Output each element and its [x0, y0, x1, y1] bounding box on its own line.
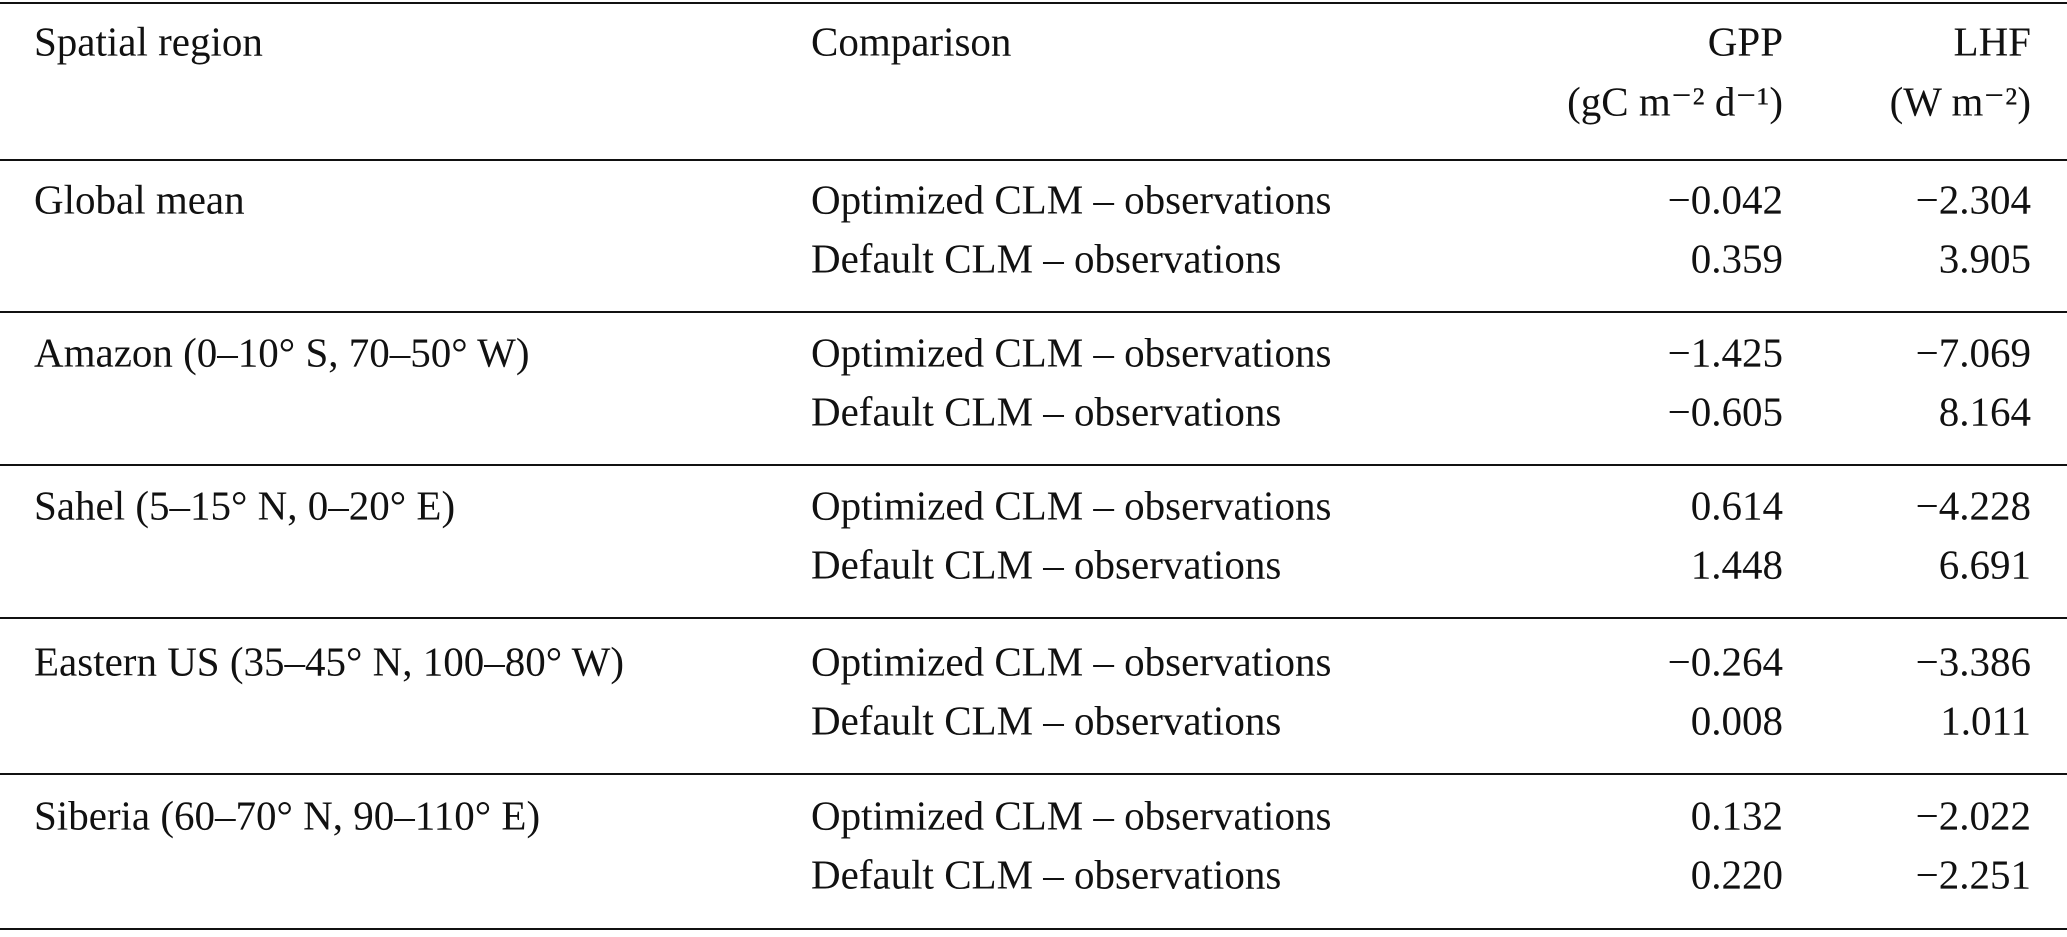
gpp-cell: 0.220 — [1691, 851, 1783, 897]
region-cell: Sahel (5–15° N, 0–20° E) — [34, 482, 455, 528]
region-cell: Siberia (60–70° N, 90–110° E) — [34, 792, 540, 838]
gpp-cell: 1.448 — [1691, 541, 1783, 587]
lhf-cell: 6.691 — [1939, 541, 2031, 587]
gpp-cell: 0.132 — [1691, 792, 1783, 838]
gpp-cell: 0.359 — [1691, 235, 1783, 281]
lhf-header: LHF — [1954, 18, 2031, 64]
gpp-cell: −0.605 — [1668, 388, 1783, 434]
gpp-cell: −1.425 — [1668, 329, 1783, 375]
comparison-cell: Optimized CLM – observations — [811, 482, 1331, 528]
comparison-header: Comparison — [811, 18, 1011, 64]
lhf-cell: −2.304 — [1916, 176, 2031, 222]
lhf-cell: 8.164 — [1939, 388, 2031, 434]
lhf-cell: 3.905 — [1939, 235, 2031, 281]
gpp-header: GPP — [1708, 18, 1783, 64]
region-cell: Global mean — [34, 176, 245, 222]
gpp-cell: −0.042 — [1668, 176, 1783, 222]
comparison-cell: Default CLM – observations — [811, 697, 1281, 743]
comparison-cell: Default CLM – observations — [811, 541, 1281, 587]
comparison-cell: Optimized CLM – observations — [811, 176, 1331, 222]
comparison-cell: Default CLM – observations — [811, 851, 1281, 897]
lhf-cell: −7.069 — [1916, 329, 2031, 375]
unit-label: (W m⁻²) — [1890, 78, 2031, 124]
lhf-cell: −2.251 — [1916, 851, 2031, 897]
unit-label: (gC m⁻² d⁻¹) — [1567, 78, 1783, 124]
lhf-cell: −4.228 — [1916, 482, 2031, 528]
comparison-cell: Optimized CLM – observations — [811, 329, 1331, 375]
region-header: Spatial region — [34, 18, 263, 64]
comparison-cell: Default CLM – observations — [811, 235, 1281, 281]
gpp-cell: 0.008 — [1691, 697, 1783, 743]
region-cell: Eastern US (35–45° N, 100–80° W) — [34, 638, 624, 684]
gpp-cell: 0.614 — [1691, 482, 1783, 528]
lhf-cell: −2.022 — [1916, 792, 2031, 838]
region-cell: Amazon (0–10° S, 70–50° W) — [34, 329, 530, 375]
gpp-cell: −0.264 — [1668, 638, 1783, 684]
lhf-cell: −3.386 — [1916, 638, 2031, 684]
comparison-cell: Default CLM – observations — [811, 388, 1281, 434]
comparison-cell: Optimized CLM – observations — [811, 792, 1331, 838]
lhf-cell: 1.011 — [1940, 697, 2031, 743]
comparison-cell: Optimized CLM – observations — [811, 638, 1331, 684]
